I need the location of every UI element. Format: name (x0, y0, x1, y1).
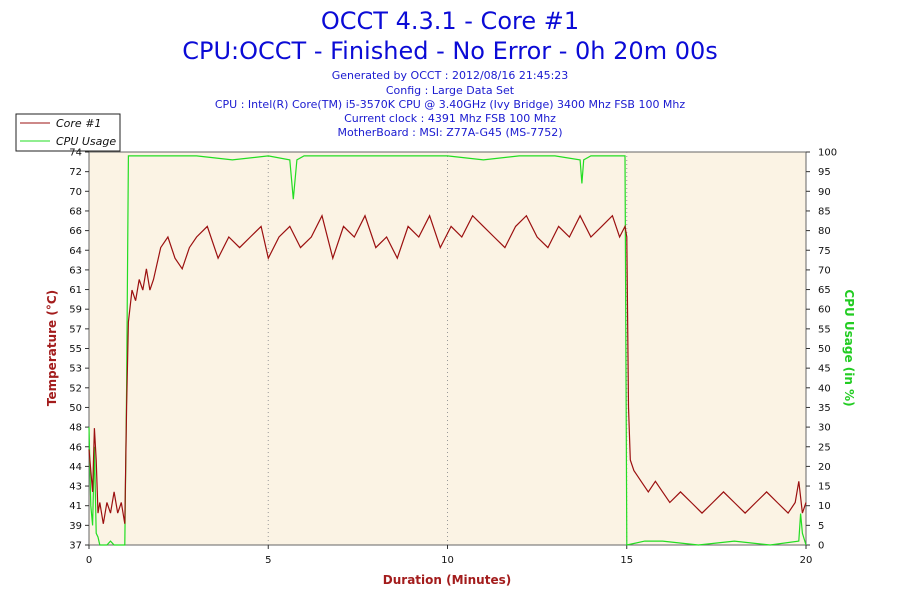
info-line-motherboard: MotherBoard : MSI: Z77A-G45 (MS-7752) (338, 126, 563, 139)
y-tick-label-right: 80 (818, 226, 831, 237)
y-tick-label-left: 52 (69, 383, 82, 394)
y-tick-label-right: 45 (818, 364, 831, 375)
x-tick-label: 20 (800, 555, 813, 566)
x-axis-label: Duration (Minutes) (383, 573, 511, 587)
y-tick-label-right: 15 (818, 482, 831, 493)
y-tick-label-left: 59 (69, 305, 82, 316)
y-tick-label-right: 40 (818, 383, 831, 394)
series-lines (88, 155, 807, 546)
legend: Core #1 CPU Usage (15, 113, 121, 152)
y-tick-label-left: 50 (69, 403, 82, 414)
y-tick-label-left: 55 (69, 344, 82, 355)
y-tick-label-left: 41 (69, 501, 82, 512)
y-tick-label-left: 66 (69, 226, 82, 237)
x-tick-label: 5 (265, 555, 271, 566)
y-tick-label-left: 53 (69, 364, 82, 375)
y-tick-label-right: 70 (818, 265, 831, 276)
y-tick-label-right: 90 (818, 187, 831, 198)
info-line-clock: Current clock : 4391 Mhz FSB 100 Mhz (344, 112, 556, 125)
y-tick-label-left: 48 (69, 423, 82, 434)
info-line-cpu: CPU : Intel(R) Core(TM) i5-3570K CPU @ 3… (215, 98, 686, 111)
y-tick-label-left: 72 (69, 167, 82, 178)
y-tick-label-right: 0 (818, 541, 824, 552)
x-tick-label: 15 (620, 555, 633, 566)
y-tick-label-left: 46 (69, 442, 82, 453)
y-tick-label-left: 68 (69, 206, 82, 217)
y-tick-label-left: 39 (69, 521, 82, 532)
chart-subtitle: CPU:OCCT - Finished - No Error - 0h 20m … (182, 37, 718, 65)
y-tick-label-right: 10 (818, 501, 831, 512)
x-tick-label: 0 (86, 555, 92, 566)
y-tick-label-right: 25 (818, 442, 831, 453)
y-tick-label-right: 75 (818, 246, 831, 257)
y-tick-label-left: 63 (69, 265, 82, 276)
y-tick-label-right: 5 (818, 521, 824, 532)
axis-ticks: 0 5 10 15 2037394143444648505253555759616364… (69, 148, 837, 567)
y-tick-label-left: 64 (69, 246, 82, 257)
y-tick-label-right: 85 (818, 206, 831, 217)
chart-title: OCCT 4.3.1 - Core #1 (321, 7, 579, 35)
y-axis-label-left: Temperature (°C) (45, 290, 59, 406)
y-tick-label-left: 44 (69, 462, 82, 473)
y-tick-label-left: 70 (69, 187, 82, 198)
y-tick-label-right: 30 (818, 423, 831, 434)
y-tick-label-right: 100 (818, 148, 837, 159)
y-tick-label-left: 43 (69, 482, 82, 493)
y-axis-label-right: CPU Usage (in %) (842, 289, 856, 406)
y-tick-label-right: 60 (818, 305, 831, 316)
y-tick-label-right: 20 (818, 462, 831, 473)
y-tick-label-left: 57 (69, 324, 82, 335)
legend-label-usage: CPU Usage (56, 135, 116, 148)
y-tick-label-right: 55 (818, 324, 831, 335)
y-tick-label-right: 95 (818, 167, 831, 178)
series-line-cpu-usage (88, 155, 807, 546)
info-line-generated: Generated by OCCT : 2012/08/16 21:45:23 (332, 69, 569, 82)
info-line-config: Config : Large Data Set (386, 84, 515, 97)
y-tick-label-right: 50 (818, 344, 831, 355)
grid-lines (267, 152, 628, 545)
y-tick-label-left: 37 (69, 541, 82, 552)
y-tick-label-right: 35 (818, 403, 831, 414)
y-tick-label-left: 61 (69, 285, 82, 296)
legend-box (15, 113, 121, 152)
x-tick-label: 10 (441, 555, 454, 566)
y-tick-label-right: 65 (818, 285, 831, 296)
series-line-core-1 (88, 213, 807, 524)
y-tick-label-left: 74 (69, 148, 82, 159)
legend-label-core: Core #1 (56, 117, 101, 130)
